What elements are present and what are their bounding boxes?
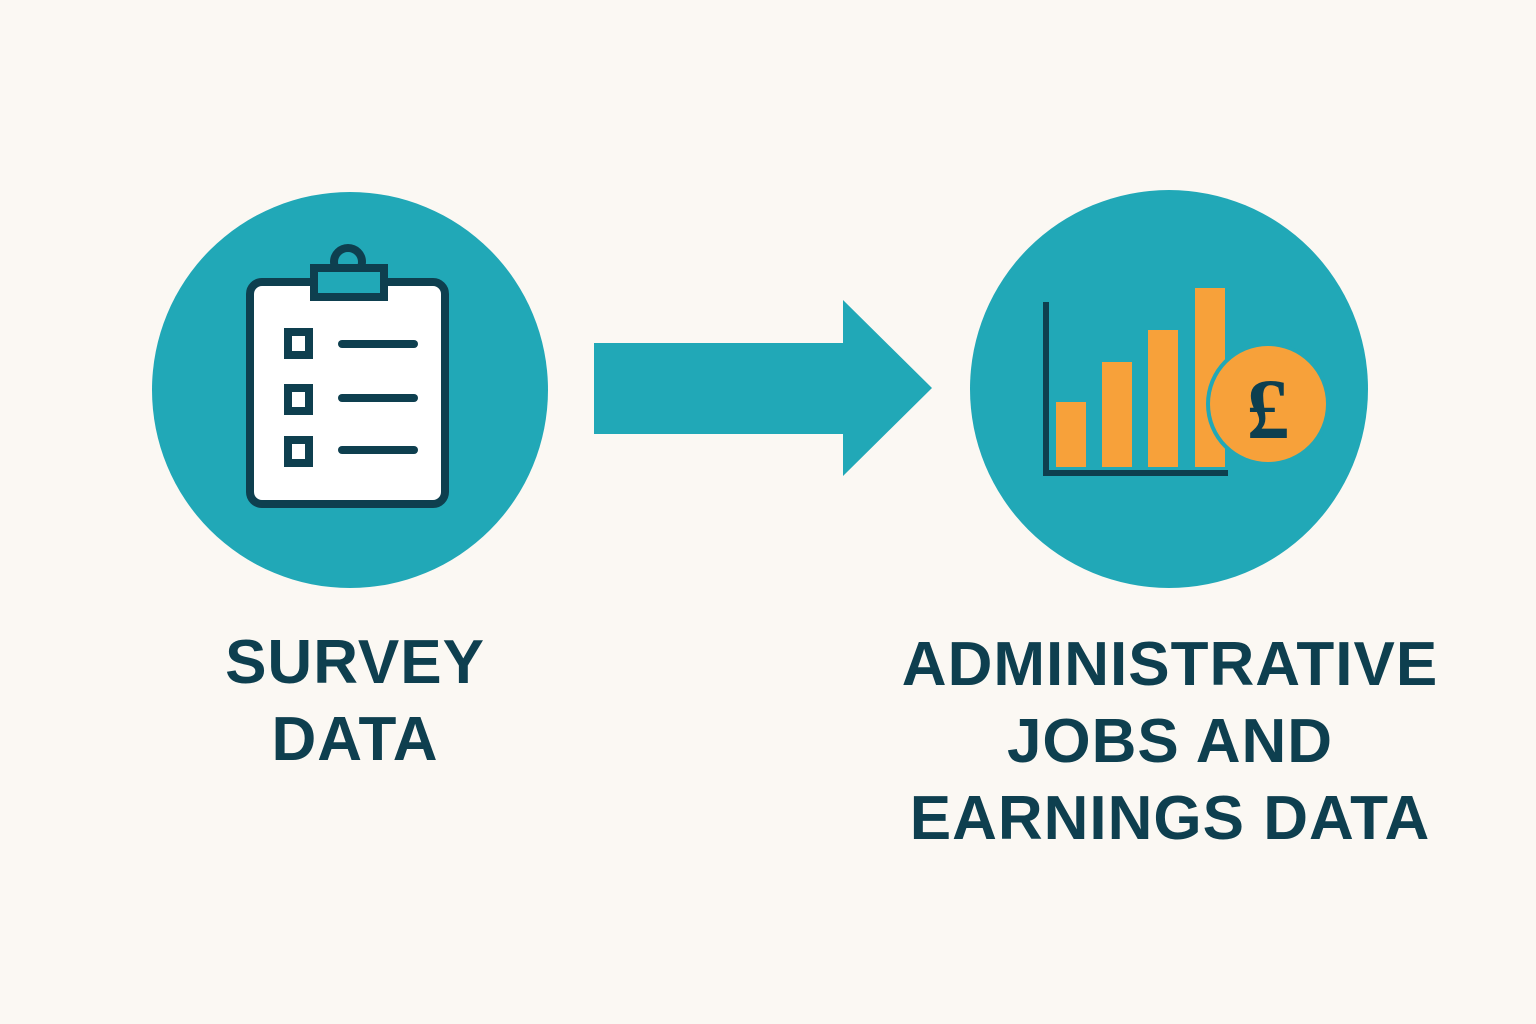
- arrow-shape: [594, 300, 932, 476]
- admin-data-node: £: [970, 190, 1368, 588]
- bar-3: [1148, 330, 1178, 467]
- bar-1: [1056, 402, 1086, 467]
- pound-sign: £: [1247, 361, 1290, 457]
- bar-chart-pound-coin-icon: £: [1043, 288, 1330, 476]
- clipboard-checklist-icon: [246, 244, 449, 508]
- admin-data-label: ADMINISTRATIVE JOBS AND EARNINGS DATA: [901, 630, 1439, 853]
- checkbox-3: [284, 436, 313, 467]
- chart-axes: [1043, 302, 1228, 476]
- survey-data-node: [152, 192, 548, 588]
- checkbox-1: [284, 328, 313, 359]
- checkbox-2: [284, 384, 313, 415]
- survey-data-label: SURVEY DATA: [225, 628, 485, 774]
- right-arrow-icon: [594, 300, 932, 476]
- bar-2: [1102, 362, 1132, 467]
- clipboard-board: [246, 278, 449, 508]
- pound-coin-face: [1210, 346, 1326, 462]
- clipboard-clip: [310, 264, 388, 301]
